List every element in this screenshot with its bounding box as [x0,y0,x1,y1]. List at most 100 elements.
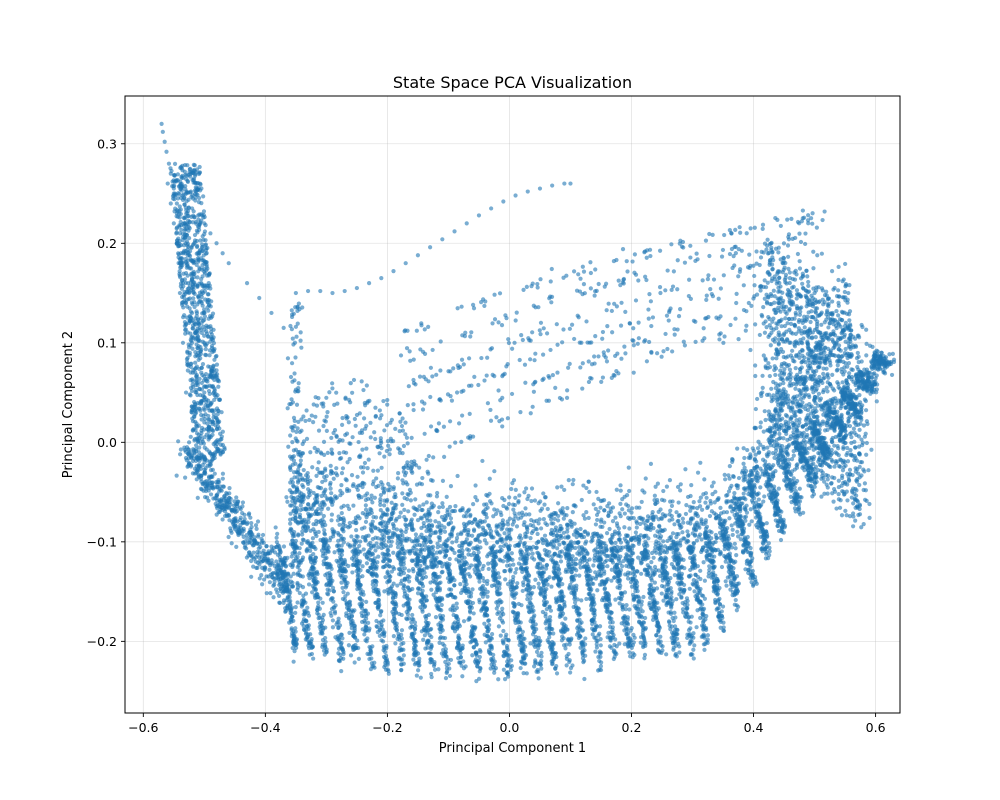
scatter-point [284,605,290,611]
scatter-point [200,339,205,344]
scatter-point [515,581,520,586]
scatter-point [653,616,659,621]
scatter-point [415,253,421,258]
scatter-point [454,645,460,651]
scatter-point [275,531,280,536]
scatter-point [372,660,377,665]
scatter-point [674,567,679,572]
scatter-point [311,586,317,591]
scatter-point [656,628,661,633]
scatter-point [583,636,588,641]
scatter-point [749,572,754,578]
scatter-point [567,639,572,644]
scatter-point [420,602,425,608]
scatter-point [301,617,307,622]
scatter-point [596,633,601,638]
scatter-point [340,573,345,578]
scatter-point [220,471,226,476]
scatter-point [613,650,618,655]
scatter-point [664,652,669,657]
scatter-point [219,410,224,415]
scatter-point [382,664,387,670]
scatter-point [692,589,697,594]
scatter-point [372,665,377,670]
scatter-point [443,650,448,655]
scatter-point [174,226,179,231]
scatter-point [635,569,640,574]
scatter-point [222,445,227,450]
scatter-point [176,252,181,257]
scatter-point [206,292,211,297]
scatter-point [207,408,212,413]
scatter-point [489,662,494,667]
scatter-point [366,620,371,625]
scatter-point [716,599,721,604]
scatter-point [324,650,329,655]
scatter-point [192,471,197,476]
scatter-point [696,590,701,596]
scatter-point [349,613,355,618]
scatter-point [592,608,597,613]
scatter-point [635,589,640,594]
scatter-point [203,376,208,382]
scatter-point [172,161,178,166]
scatter-point [289,611,294,616]
scatter-point [272,576,277,581]
scatter-point [195,345,200,351]
scatter-point [172,183,177,188]
scatter-point [191,367,196,373]
scatter-point [176,439,181,444]
scatter-point [192,214,197,219]
scatter-point [215,378,220,383]
scatter-point [207,383,212,388]
scatter-point [390,600,395,605]
scatter-point [391,634,396,639]
scatter-point [277,600,282,605]
scatter-point [383,649,388,655]
scatter-point [484,606,489,611]
scatter-point [550,649,555,655]
scatter-point [318,288,323,294]
scatter-point [251,564,256,569]
scatter-point [206,398,211,403]
scatter-point [181,315,186,320]
scatter-point [264,574,269,579]
scatter-point [485,629,491,634]
scatter-point [305,637,310,643]
scatter-point [193,387,199,392]
scatter-point [659,583,665,589]
scatter-point [206,388,212,394]
scatter-point [183,205,188,210]
scatter-point [286,571,291,576]
scatter-point [374,624,379,629]
scatter-point [336,619,341,624]
scatter-point [452,229,457,234]
scatter-point [346,643,351,648]
scatter-point [625,622,631,627]
scatter-point [640,624,646,629]
scatter-point [191,209,196,214]
scatter-point [196,337,201,342]
scatter-point [277,582,282,588]
scatter-point [432,662,437,667]
scatter-point [301,593,306,598]
scatter-point [188,309,194,314]
scatter-point [397,648,402,653]
scatter-point [178,265,183,270]
scatter-point [228,502,233,507]
scatter-point [392,616,397,621]
scatter-point [183,390,189,395]
scatter-point [701,606,707,612]
scatter-point [702,596,708,601]
scatter-point [470,600,476,606]
scatter-point [325,565,330,570]
scatter-point [516,627,521,632]
scatter-point [275,569,280,574]
scatter-point [598,643,603,648]
scatter-point [190,259,196,264]
scatter-point [349,626,354,631]
scatter-point [377,633,382,638]
scatter-point [199,479,204,484]
scatter-point [634,594,639,599]
scatter-point [471,645,476,650]
